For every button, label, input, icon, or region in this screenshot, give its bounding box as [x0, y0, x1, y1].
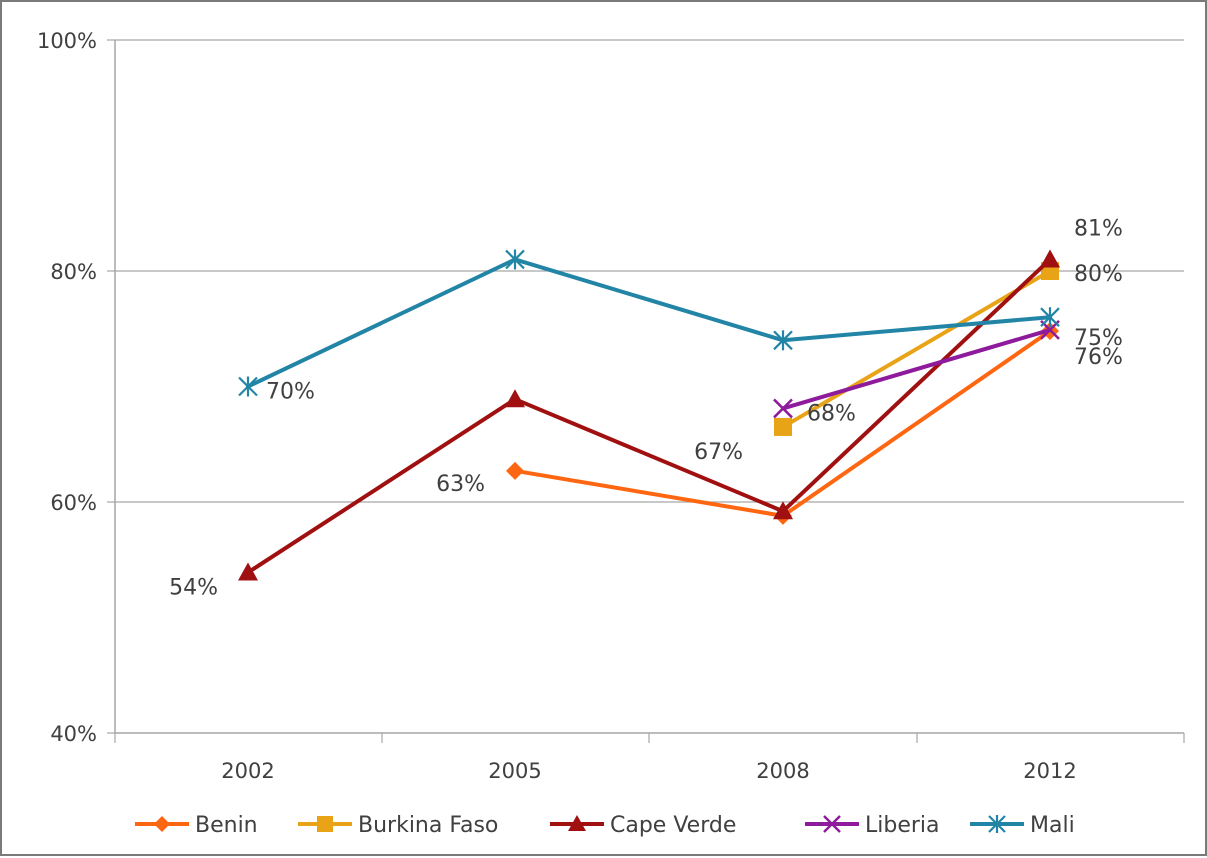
legend-item-cape-verde: Cape Verde	[550, 813, 736, 838]
y-tick-label: 100%	[37, 29, 97, 53]
y-tick-label: 80%	[50, 260, 97, 284]
legend-marker-burkina-faso	[317, 816, 333, 832]
legend-item-burkina-faso: Burkina Faso	[298, 813, 498, 838]
point-cape-verde-3	[1040, 249, 1060, 268]
legend-label-cape-verde: Cape Verde	[610, 813, 736, 838]
legend-item-benin: Benin	[135, 813, 258, 838]
point-cape-verde-1	[505, 389, 525, 408]
x-tick-label: 2005	[488, 759, 541, 783]
legend-label-burkina-faso: Burkina Faso	[358, 813, 498, 838]
data-label: 70%	[266, 380, 315, 405]
legend: Benin Burkina Faso Cape Verde Liberia Mali	[135, 813, 1075, 838]
data-label: 75%	[1074, 326, 1123, 351]
legend-label-mali: Mali	[1030, 813, 1075, 838]
legend-marker-mali	[988, 815, 1006, 833]
point-mali-2	[773, 330, 793, 351]
point-mali-3	[1040, 307, 1060, 328]
series-line-liberia	[781, 327, 1052, 411]
x-tick-label: 2008	[756, 759, 809, 783]
gridlines	[115, 39, 1184, 503]
legend-marker-cape-verde	[568, 815, 586, 831]
series-line-cape-verde	[246, 257, 1052, 575]
series-line-mali	[246, 257, 1052, 389]
data-label: 76%	[1074, 345, 1123, 370]
data-label: 54%	[169, 575, 218, 600]
data-label: 63%	[436, 472, 485, 497]
legend-marker-liberia	[823, 815, 841, 833]
point-benin-0	[506, 461, 524, 480]
legend-item-mali: Mali	[970, 813, 1075, 838]
legend-marker-benin	[154, 816, 170, 832]
y-tick-label: 60%	[50, 491, 97, 515]
point-cape-verde-2	[773, 501, 793, 520]
point-liberia-0	[773, 398, 793, 419]
data-label: 67%	[694, 440, 743, 465]
legend-label-liberia: Liberia	[865, 813, 940, 838]
data-label: 80%	[1074, 262, 1123, 287]
data-label: 68%	[807, 401, 856, 426]
point-cape-verde-0	[238, 562, 258, 581]
data-labels: 70% 54% 63% 67% 68% 81% 80% 75%76%	[169, 216, 1123, 600]
legend-marker-liberia-stroke-b	[823, 815, 841, 833]
series-lines	[238, 249, 1060, 581]
x-tick-label: 2012	[1023, 759, 1076, 783]
y-tick-label: 40%	[50, 722, 97, 746]
axes: 40% 60% 80% 100% 2002 2005 2008 2012	[37, 29, 1185, 783]
x-tick-label: 2002	[221, 759, 274, 783]
legend-label-benin: Benin	[195, 813, 258, 838]
series-line-burkina-faso	[781, 269, 1052, 429]
point-mali-1	[505, 249, 525, 270]
legend-item-liberia: Liberia	[805, 813, 940, 838]
point-mali-0	[238, 376, 258, 397]
point-liberia-0-stroke-b	[773, 398, 793, 419]
data-label: 81%	[1074, 216, 1123, 241]
point-burkina-faso-0	[774, 417, 792, 436]
